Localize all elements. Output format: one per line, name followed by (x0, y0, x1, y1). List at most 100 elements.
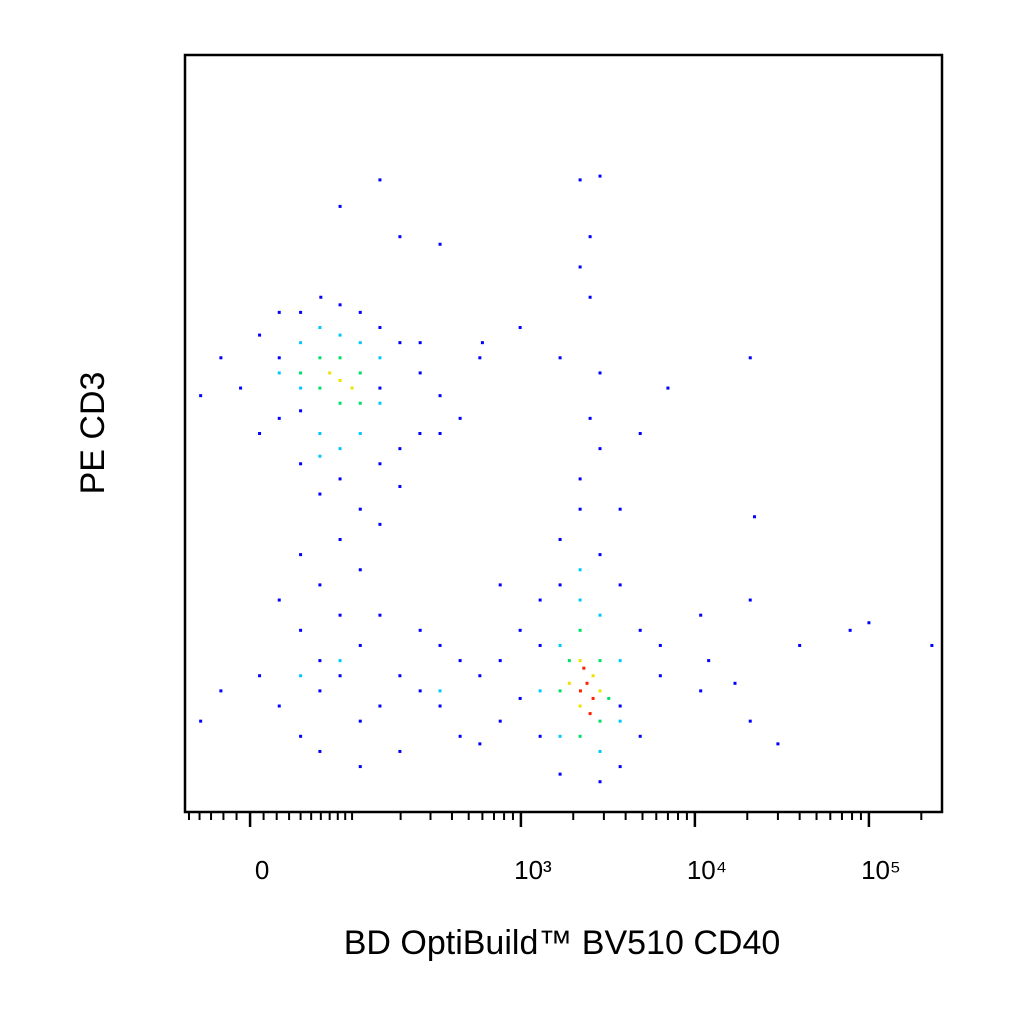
data-point (318, 749, 322, 753)
data-point (378, 522, 382, 526)
data-point (618, 765, 622, 769)
x-tick-label: 0 (255, 855, 269, 885)
data-point (318, 689, 322, 693)
data-point (299, 553, 303, 557)
data-point (318, 659, 322, 663)
data-point (277, 356, 281, 360)
data-point (299, 341, 303, 345)
data-point (318, 356, 322, 360)
data-point (378, 178, 382, 182)
data-point (378, 613, 382, 617)
data-point (478, 742, 482, 746)
data-point (458, 734, 462, 738)
data-point (338, 674, 342, 678)
data-point (558, 583, 562, 587)
data-point (438, 432, 442, 435)
data-point (558, 537, 562, 541)
data-point (338, 204, 342, 208)
data-point (567, 659, 571, 663)
data-point (591, 696, 595, 700)
data-point (578, 477, 582, 481)
data-point (558, 356, 562, 360)
data-point (438, 242, 442, 246)
data-point (398, 674, 402, 678)
data-point (748, 598, 752, 602)
data-point (478, 356, 482, 360)
data-point (318, 454, 322, 458)
data-point (867, 621, 871, 625)
data-point (318, 432, 322, 435)
data-point (707, 659, 711, 663)
data-point (558, 772, 562, 776)
data-point (598, 371, 602, 375)
data-point (418, 689, 422, 693)
data-point (318, 583, 322, 587)
data-point (578, 628, 582, 632)
data-point (598, 719, 602, 723)
data-point (518, 628, 522, 632)
data-point (338, 401, 342, 405)
data-point (350, 386, 354, 390)
data-point (378, 326, 382, 330)
data-point (277, 598, 281, 602)
data-point (618, 704, 622, 708)
data-point (578, 507, 582, 511)
data-point (585, 681, 589, 685)
data-point (418, 341, 422, 345)
data-point (578, 659, 582, 663)
data-point (358, 568, 362, 572)
data-point (518, 326, 522, 330)
data-point (598, 749, 602, 753)
data-point (299, 409, 303, 413)
data-point (498, 659, 502, 663)
data-point (578, 178, 582, 182)
data-point (699, 613, 703, 617)
data-point (538, 598, 542, 602)
data-point (299, 462, 303, 466)
data-point (618, 507, 622, 511)
data-point (607, 696, 611, 700)
data-point (258, 333, 262, 337)
data-point (588, 235, 592, 239)
data-point (458, 659, 462, 663)
data-point (558, 734, 562, 738)
data-point (338, 356, 342, 360)
data-point (558, 643, 562, 647)
data-point (638, 628, 642, 632)
data-point (328, 371, 332, 375)
data-point (358, 765, 362, 769)
data-point (588, 416, 592, 420)
data-point (638, 734, 642, 738)
data-point (277, 416, 281, 420)
data-point (358, 341, 362, 345)
data-point (378, 462, 382, 466)
data-point (319, 295, 323, 299)
data-point (318, 386, 322, 390)
data-point (776, 742, 780, 746)
data-point (578, 689, 582, 693)
x-tick-label: 10⁵ (861, 855, 901, 885)
data-point (318, 326, 322, 330)
x-tick-label: 10³ (514, 855, 552, 885)
data-point (598, 689, 602, 693)
data-point (219, 356, 223, 360)
data-point (588, 712, 592, 716)
x-axis-title: BD OptiBuild™ BV510 CD40 (344, 924, 781, 962)
data-point (358, 432, 362, 435)
data-point (752, 515, 756, 519)
data-point (699, 689, 703, 693)
data-point (598, 659, 602, 663)
data-point (498, 719, 502, 723)
data-point (498, 583, 502, 587)
data-point (567, 681, 571, 685)
data-point (318, 492, 322, 496)
data-point (578, 568, 582, 572)
data-point (338, 303, 342, 307)
data-point (733, 681, 737, 685)
data-point (398, 447, 402, 451)
data-point (598, 780, 602, 784)
data-point (588, 295, 592, 299)
data-point (480, 341, 484, 345)
data-point (338, 537, 342, 541)
